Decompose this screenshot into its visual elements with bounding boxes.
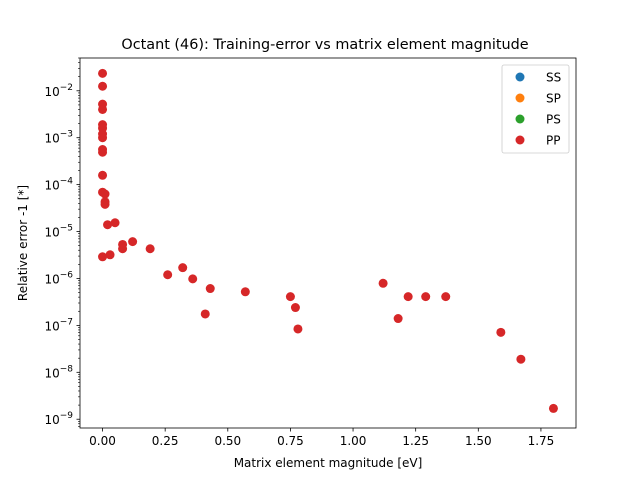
x-tick-label: 0.50 <box>214 434 241 448</box>
data-point <box>98 104 108 114</box>
data-point <box>98 147 108 157</box>
data-point <box>441 292 451 302</box>
legend: SS SP PS PP <box>501 64 570 154</box>
data-point <box>240 287 250 297</box>
data-point <box>205 284 215 294</box>
y-tick-label: 10−4 <box>44 177 73 193</box>
data-point <box>98 68 108 78</box>
data-point <box>103 220 113 230</box>
x-tick-label: 1.25 <box>402 434 429 448</box>
data-point <box>100 199 110 209</box>
data-point <box>163 270 173 280</box>
y-tick-label: 10−8 <box>44 364 73 380</box>
data-point <box>145 244 155 254</box>
x-axis-ticks: 0.00 0.25 0.50 0.75 1.00 1.25 1.50 1.75 <box>89 428 554 448</box>
x-tick-label: 0.75 <box>277 434 304 448</box>
legend-label: PS <box>546 113 561 127</box>
data-point <box>98 133 108 143</box>
data-point <box>293 324 303 334</box>
legend-marker <box>515 72 525 82</box>
legend-marker <box>515 135 525 145</box>
data-point <box>285 292 295 302</box>
y-tick-label: 10−2 <box>44 83 73 99</box>
y-tick-label: 10−9 <box>44 411 73 427</box>
chart-title: Octant (46): Training-error vs matrix el… <box>121 37 528 53</box>
x-tick-label: 1.50 <box>465 434 492 448</box>
x-axis-label: Matrix element magnitude [eV] <box>234 456 423 470</box>
data-point <box>100 189 110 199</box>
data-point <box>393 314 403 324</box>
data-point <box>403 292 413 302</box>
data-point <box>378 278 388 288</box>
legend-label: PP <box>546 134 560 148</box>
legend-entries: SS SP PS PP <box>515 71 561 148</box>
data-point <box>496 327 506 337</box>
legend-marker <box>515 93 525 103</box>
data-point <box>98 252 108 262</box>
data-point <box>105 250 115 260</box>
y-tick-label: 10−5 <box>44 224 73 240</box>
data-point <box>118 244 128 254</box>
y-axis-label: Relative error -1 [*] <box>16 185 30 301</box>
y-axis-ticks: 10−9 10−8 10−7 10−6 10−5 10−4 10−3 10−2 <box>44 57 80 427</box>
legend-label: SS <box>546 71 561 85</box>
data-point <box>128 237 138 247</box>
y-tick-label: 10−7 <box>44 317 73 333</box>
plot-frame <box>79 57 577 429</box>
x-tick-label: 1.00 <box>340 434 367 448</box>
data-point <box>200 309 210 319</box>
x-tick-label: 1.75 <box>528 434 555 448</box>
data-point <box>178 263 188 273</box>
data-point <box>188 274 198 284</box>
x-tick-label: 0.25 <box>152 434 179 448</box>
y-tick-label: 10−3 <box>44 130 73 146</box>
points-layer <box>98 68 558 413</box>
data-point <box>421 292 431 302</box>
legend-box <box>501 64 570 154</box>
data-point <box>290 303 300 313</box>
data-point <box>548 403 558 413</box>
data-point <box>110 218 120 228</box>
y-tick-label: 10−6 <box>44 270 73 286</box>
legend-marker <box>515 114 525 124</box>
data-point <box>98 170 108 180</box>
data-point <box>516 354 526 364</box>
data-point <box>98 81 108 91</box>
x-tick-label: 0.00 <box>89 434 116 448</box>
legend-label: SP <box>546 92 561 106</box>
